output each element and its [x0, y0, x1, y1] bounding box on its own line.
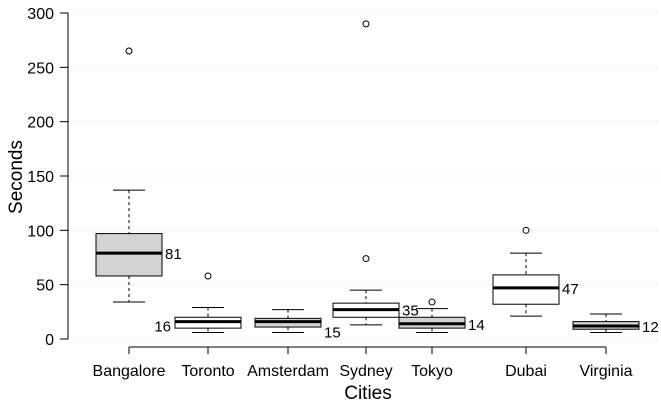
- median-value-label: 12: [642, 319, 659, 336]
- box-iqr: [492, 274, 560, 305]
- x-axis-title: Cities: [344, 383, 392, 403]
- outlier-point: [522, 226, 530, 234]
- y-tick-label: 150: [27, 169, 54, 186]
- x-axis: Bangalore Toronto Amsterdam Sydney Tokyo Duba…: [93, 346, 633, 380]
- median-value-label: 81: [165, 246, 182, 263]
- outlier-point: [362, 20, 370, 28]
- y-tick-label: 300: [27, 6, 54, 23]
- outlier-point: [362, 255, 370, 263]
- y-tick-label: 200: [27, 115, 54, 132]
- x-tick-label: Amsterdam: [247, 363, 329, 380]
- median-value-label: 47: [562, 281, 579, 298]
- gridlines: [68, 12, 660, 340]
- box-tokyo: 14: [398, 298, 485, 334]
- box-toronto: 16: [154, 272, 242, 336]
- median-value-label: 16: [154, 319, 171, 336]
- boxes: 81 16 15 35 14 47 12: [95, 20, 659, 342]
- x-tick-label: Toronto: [181, 363, 234, 380]
- y-axis: 0 50 100 150 200 250 300: [27, 6, 69, 349]
- y-tick-label: 50: [36, 278, 54, 295]
- x-tick-label: Tokyo: [411, 363, 453, 380]
- box-bangalore: 81: [95, 47, 182, 303]
- x-tick-label: Bangalore: [93, 363, 166, 380]
- outlier-point: [125, 47, 133, 55]
- y-axis-title: Seconds: [6, 140, 27, 214]
- box-sydney: 35: [332, 20, 419, 326]
- x-tick-label: Sydney: [339, 363, 392, 380]
- median-value-label: 14: [468, 317, 485, 334]
- median-value-label: 35: [402, 303, 419, 320]
- box-iqr: [95, 233, 163, 277]
- x-tick-label: Virginia: [579, 363, 632, 380]
- y-tick-label: 0: [45, 332, 54, 349]
- box-amsterdam: 15: [254, 309, 341, 342]
- y-tick-label: 100: [27, 223, 54, 240]
- x-tick-label: Dubai: [505, 363, 547, 380]
- y-tick-label: 250: [27, 60, 54, 77]
- box-dubai: 47: [492, 226, 579, 317]
- median-value-label: 15: [324, 325, 341, 342]
- box-virginia: 12: [572, 313, 659, 336]
- outlier-point: [428, 298, 436, 306]
- outlier-point: [204, 272, 212, 280]
